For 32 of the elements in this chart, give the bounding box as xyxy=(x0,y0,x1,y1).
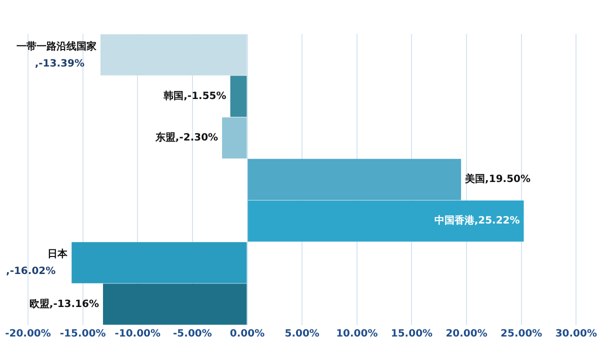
x-tick-label: 30.00% xyxy=(555,328,598,340)
bar xyxy=(100,34,247,76)
x-tick-label: -20.00% xyxy=(5,328,51,340)
bar xyxy=(222,117,247,159)
y-tick-label: 中国香港 xyxy=(434,214,476,227)
x-tick-label: 15.00% xyxy=(390,328,433,340)
x-tick-label: 25.00% xyxy=(500,328,542,340)
bar xyxy=(230,76,247,117)
data-label: ,-13.39% xyxy=(34,58,84,70)
y-tick-label: 韩国 xyxy=(162,90,184,102)
x-tick-label: -5.00% xyxy=(173,328,212,340)
data-label: ,-2.30% xyxy=(175,132,218,144)
x-tick-label: 5.00% xyxy=(284,328,320,340)
y-tick-label: 日本 xyxy=(48,248,69,260)
x-tick-label: 10.00% xyxy=(336,328,378,340)
data-label: ,19.50% xyxy=(485,174,531,186)
data-label: ,-16.02% xyxy=(6,266,56,278)
bar xyxy=(248,158,462,200)
y-tick-label: 欧盟 xyxy=(29,298,50,310)
bar xyxy=(72,242,247,284)
x-tick-label: -15.00% xyxy=(60,328,106,340)
x-tick-label: -10.00% xyxy=(114,328,161,340)
data-label: ,-1.55% xyxy=(184,90,226,102)
x-tick-label: 0.00% xyxy=(230,328,265,340)
bar xyxy=(102,284,247,325)
x-tick-label: 20.00% xyxy=(446,328,488,340)
data-label: ,25.22% xyxy=(474,216,520,227)
y-tick-label: 东盟 xyxy=(154,132,176,144)
data-label: ,-13.16% xyxy=(49,298,99,310)
bar xyxy=(248,200,524,242)
y-tick-label: 美国 xyxy=(464,173,486,186)
y-tick-label: 一带一路沿线国家 xyxy=(16,40,96,52)
